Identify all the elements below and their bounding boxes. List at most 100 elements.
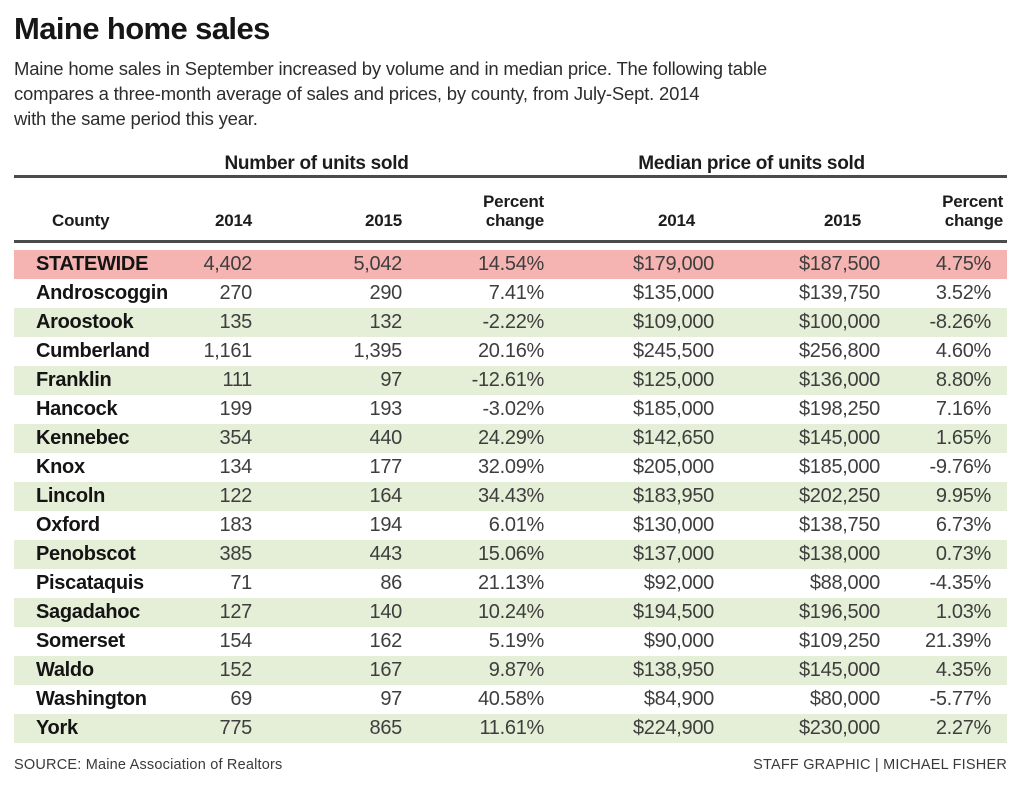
price-2015-cell: $80,000 <box>809 688 881 711</box>
units-percent-change-cell: 15.06% <box>477 543 545 566</box>
units-percent-change-cell: 14.54% <box>477 253 545 276</box>
price-percent-change-cell: 9.95% <box>935 485 992 508</box>
column-header-label: Percent change <box>942 191 1004 231</box>
column-header-county: County <box>14 175 184 244</box>
units-2014-cell: 354 <box>219 427 253 450</box>
table-row: Washington 69 97 40.58% $84,900 $80,000 … <box>14 685 1007 714</box>
price-2015-cell: $230,000 <box>798 717 881 740</box>
price-2014-cell: $90,000 <box>643 630 715 653</box>
price-2014-cell: $194,500 <box>632 601 715 624</box>
table-row: Knox 134 177 32.09% $205,000 $185,000 -9… <box>14 453 1007 482</box>
price-2015-cell: $136,000 <box>798 369 881 392</box>
county-cell: Penobscot <box>36 543 136 566</box>
price-percent-change-cell: -5.77% <box>929 688 992 711</box>
units-2015-cell: 290 <box>369 282 403 305</box>
maine-home-sales-graphic: Maine home sales Maine home sales in Sep… <box>0 11 1024 773</box>
price-2015-cell: $109,250 <box>798 630 881 653</box>
units-percent-change-cell: 40.58% <box>477 688 545 711</box>
county-cell: Aroostook <box>36 311 134 334</box>
county-cell: Lincoln <box>36 485 106 508</box>
column-header-row: County 2014 2015 Percent change 2014 201… <box>14 175 1008 244</box>
units-2014-cell: 154 <box>219 630 253 653</box>
table-row: STATEWIDE 4,402 5,042 14.54% $179,000 $1… <box>14 250 1008 280</box>
column-header-price-percent-change: Percent change <box>880 175 1008 244</box>
units-2015-cell: 1,395 <box>353 340 402 363</box>
price-2014-cell: $179,000 <box>632 253 715 276</box>
county-cell: STATEWIDE <box>36 253 149 276</box>
page-title: Maine home sales <box>14 11 270 46</box>
units-2015-cell: 167 <box>369 659 403 682</box>
group-header-row: Number of units sold Median price of uni… <box>14 147 1007 177</box>
price-2014-cell: $138,950 <box>632 659 715 682</box>
price-percent-change-cell: -9.76% <box>929 456 992 479</box>
subtitle-line: Maine home sales in September increased … <box>14 58 767 80</box>
price-2014-cell: $142,650 <box>632 427 715 450</box>
units-2014-cell: 134 <box>219 456 253 479</box>
county-cell: Franklin <box>36 369 112 392</box>
group-header-spacer <box>14 147 184 177</box>
price-2015-cell: $88,000 <box>809 572 881 595</box>
price-percent-change-cell: 4.75% <box>935 253 992 276</box>
units-2015-cell: 162 <box>369 630 403 653</box>
price-2015-cell: $198,250 <box>798 398 881 421</box>
units-percent-change-cell: 5.19% <box>488 630 545 653</box>
price-percent-change-cell: 2.27% <box>935 717 992 740</box>
column-header-units-2015: 2015 <box>252 175 402 244</box>
price-percent-change-cell: 4.60% <box>935 340 992 363</box>
column-header-label: Percent change <box>483 191 545 231</box>
price-2015-cell: $138,000 <box>798 543 881 566</box>
units-percent-change-cell: -3.02% <box>482 398 545 421</box>
table-row: Aroostook 135 132 -2.22% $109,000 $100,0… <box>14 308 1008 338</box>
county-cell: Sagadahoc <box>36 601 140 624</box>
price-percent-change-cell: 1.65% <box>935 427 992 450</box>
footer: SOURCE: Maine Association of Realtors ST… <box>14 757 1023 773</box>
units-2015-cell: 86 <box>380 572 402 595</box>
table-row: Hancock 199 193 -3.02% $185,000 $198,250… <box>14 395 1007 424</box>
price-2015-cell: $100,000 <box>798 311 881 334</box>
price-percent-change-cell: -4.35% <box>929 572 992 595</box>
price-percent-change-cell: 4.35% <box>935 659 992 682</box>
county-cell: Androscoggin <box>36 282 168 305</box>
units-2014-cell: 127 <box>219 601 253 624</box>
table-row: Waldo 152 167 9.87% $138,950 $145,000 4.… <box>14 656 1008 686</box>
units-2015-cell: 97 <box>380 688 402 711</box>
table-row: Oxford 183 194 6.01% $130,000 $138,750 6… <box>14 511 1007 540</box>
units-2015-cell: 132 <box>369 311 403 334</box>
price-percent-change-cell: 0.73% <box>935 543 992 566</box>
units-2015-cell: 443 <box>369 543 403 566</box>
units-percent-change-cell: 32.09% <box>477 456 545 479</box>
spacer-cell <box>14 241 1008 251</box>
units-2014-cell: 135 <box>219 311 253 334</box>
source-credit: SOURCE: Maine Association of Realtors <box>14 757 283 774</box>
county-cell: Piscataquis <box>36 572 144 595</box>
units-2014-cell: 4,402 <box>203 253 252 276</box>
price-2014-cell: $130,000 <box>632 514 715 537</box>
units-2015-cell: 194 <box>369 514 403 537</box>
price-2015-cell: $145,000 <box>798 427 881 450</box>
price-2014-cell: $183,950 <box>632 485 715 508</box>
price-2014-cell: $245,500 <box>632 340 715 363</box>
subtitle-line: compares a three-month average of sales … <box>14 83 700 105</box>
price-percent-change-cell: -8.26% <box>929 311 992 334</box>
price-2014-cell: $125,000 <box>632 369 715 392</box>
units-percent-change-cell: 10.24% <box>477 601 545 624</box>
price-2014-cell: $224,900 <box>632 717 715 740</box>
units-2015-cell: 140 <box>369 601 403 624</box>
price-percent-change-cell: 1.03% <box>935 601 992 624</box>
price-2015-cell: $139,750 <box>798 282 881 305</box>
county-cell: Hancock <box>36 398 118 421</box>
units-2014-cell: 1,161 <box>203 340 252 363</box>
price-2015-cell: $185,000 <box>798 456 881 479</box>
price-percent-change-cell: 7.16% <box>935 398 992 421</box>
price-2014-cell: $135,000 <box>632 282 715 305</box>
units-2015-cell: 440 <box>369 427 403 450</box>
units-2014-cell: 183 <box>219 514 253 537</box>
units-2015-cell: 193 <box>369 398 403 421</box>
price-2015-cell: $138,750 <box>798 514 881 537</box>
units-2015-cell: 97 <box>380 369 402 392</box>
table-row: Somerset 154 162 5.19% $90,000 $109,250 … <box>14 627 1007 656</box>
price-2014-cell: $109,000 <box>632 311 715 334</box>
units-2015-cell: 164 <box>369 485 403 508</box>
units-percent-change-cell: -12.61% <box>471 369 545 392</box>
units-2014-cell: 270 <box>219 282 253 305</box>
